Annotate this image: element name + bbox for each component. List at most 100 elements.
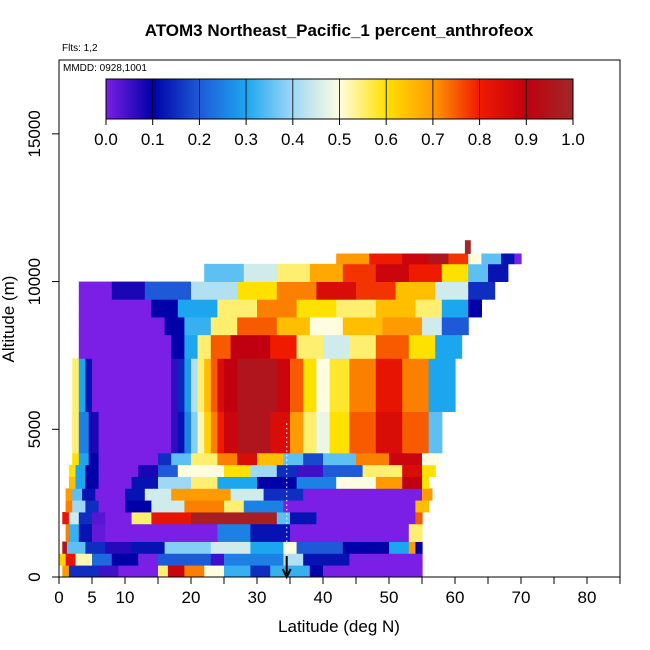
heatmap-cell — [85, 541, 106, 554]
heatmap-cell — [121, 512, 133, 525]
heatmap-cell — [441, 299, 469, 318]
heatmap-cell — [78, 523, 93, 542]
heatmap-cell — [138, 553, 159, 566]
heatmap-cell — [177, 411, 185, 454]
heatmap-cell — [78, 411, 90, 454]
heatmap-cell — [441, 263, 469, 282]
heatmap-cell — [303, 358, 317, 412]
heatmap-cell — [257, 452, 284, 466]
heatmap-cell — [323, 565, 423, 578]
heatmap-cell — [95, 488, 126, 501]
heatmap-cell — [144, 281, 192, 300]
heatmap-cell — [283, 500, 416, 513]
heatmap-cell — [171, 452, 192, 466]
heatmap-cell — [92, 512, 106, 525]
heatmap-cell — [402, 464, 423, 477]
heatmap-cell — [250, 541, 284, 554]
colorbar-tick-label: 0.4 — [281, 130, 305, 149]
heatmap-cell — [68, 565, 100, 578]
heatmap-cell — [422, 476, 430, 489]
heatmap-cell — [408, 263, 443, 282]
colorbar-tick-label: 0.9 — [514, 130, 538, 149]
x-tick-label: 30 — [248, 588, 267, 607]
heatmap-cell — [257, 299, 298, 318]
heatmap-cell — [257, 476, 298, 489]
heatmap-cell — [375, 358, 403, 412]
heatmap-cell — [448, 253, 469, 265]
y-tick-label: 15000 — [25, 110, 44, 157]
colorbar-tick-label: 1.0 — [561, 130, 585, 149]
heatmap-cell — [204, 358, 212, 412]
heatmap-cell — [230, 488, 265, 501]
heatmap-cell — [329, 358, 350, 412]
heatmap-cell — [250, 523, 291, 542]
heatmap-cell — [408, 334, 436, 359]
heatmap-cell — [164, 317, 185, 336]
heatmap-cell — [316, 512, 416, 525]
x-axis-label: Latitude (deg N) — [278, 617, 400, 636]
colorbar-tick-label: 0.2 — [188, 130, 212, 149]
heatmap-cell — [303, 488, 423, 501]
heatmap-cell — [336, 476, 377, 489]
heatmap-cell — [131, 541, 166, 554]
heatmap-cell — [138, 464, 159, 477]
heatmap-cell — [98, 565, 119, 578]
x-tick-label: 0 — [54, 588, 63, 607]
colorbar-tick-label: 0.1 — [141, 130, 165, 149]
x-tick-label: 50 — [380, 588, 399, 607]
heatmap-cell — [98, 464, 139, 477]
colorbar: 0.0 0.1 0.2 0.3 0.4 0.5 0.6 0.7 0.8 0.9 1.0 — [94, 78, 585, 149]
colorbar-tick-label: 0.5 — [328, 130, 352, 149]
heatmap-cell — [167, 565, 185, 578]
heatmap-cell — [105, 523, 166, 542]
heatmap-cell — [514, 253, 522, 265]
heatmap-cell — [184, 334, 199, 359]
heatmap-cell — [303, 452, 324, 466]
heatmap-cell — [85, 464, 100, 477]
heatmap-cell — [151, 299, 179, 318]
heatmap-cell — [78, 317, 166, 336]
heatmap-cell — [323, 334, 350, 359]
heatmap-cell — [62, 565, 70, 578]
heatmap-cell — [177, 299, 218, 318]
heatmap-cell — [131, 512, 152, 525]
heatmap-cell — [250, 565, 271, 578]
heatmap-cell — [151, 512, 192, 525]
heatmap-cell — [276, 317, 311, 336]
heatmap-cell — [276, 464, 298, 477]
heatmap-cell — [441, 317, 469, 336]
heatmap-cell — [488, 263, 509, 282]
heatmap-cell — [75, 464, 86, 477]
heatmap-cell — [158, 476, 192, 489]
heatmap-cell — [428, 253, 449, 265]
heatmap-cell — [98, 452, 159, 466]
heatmap-cell — [408, 523, 423, 542]
heatmap-cell — [158, 553, 212, 566]
heatmap-cell — [422, 488, 433, 501]
heatmap-cell — [78, 299, 152, 318]
heatmap-cell — [283, 553, 304, 566]
heatmap-cell — [309, 317, 344, 336]
heatmap-cell — [375, 299, 416, 318]
x-tick-label: 40 — [314, 588, 333, 607]
heatmap-cell — [98, 500, 126, 513]
heatmap-cell — [217, 452, 238, 466]
colorbar-tick-label: 0.0 — [94, 130, 118, 149]
heatmap-cell — [158, 452, 172, 466]
heatmap-cell — [92, 523, 106, 542]
heatmap-cell — [75, 553, 93, 566]
heatmap-cell — [369, 253, 403, 265]
colorbar-tick-label: 0.3 — [234, 130, 258, 149]
heatmap-cell — [270, 411, 291, 454]
heatmap-cell — [224, 464, 251, 477]
heatmap-cell — [171, 488, 232, 501]
heatmap-cell — [217, 358, 225, 412]
heatmap-cell — [171, 334, 185, 359]
heatmap-cell — [66, 541, 86, 554]
heatmap-cell — [276, 358, 291, 412]
heatmap-cell — [342, 317, 383, 336]
heatmap-cell — [468, 299, 482, 318]
heatmap-cell — [125, 488, 146, 501]
heatmap-cell — [316, 281, 357, 300]
heatmap-cell — [276, 263, 311, 282]
